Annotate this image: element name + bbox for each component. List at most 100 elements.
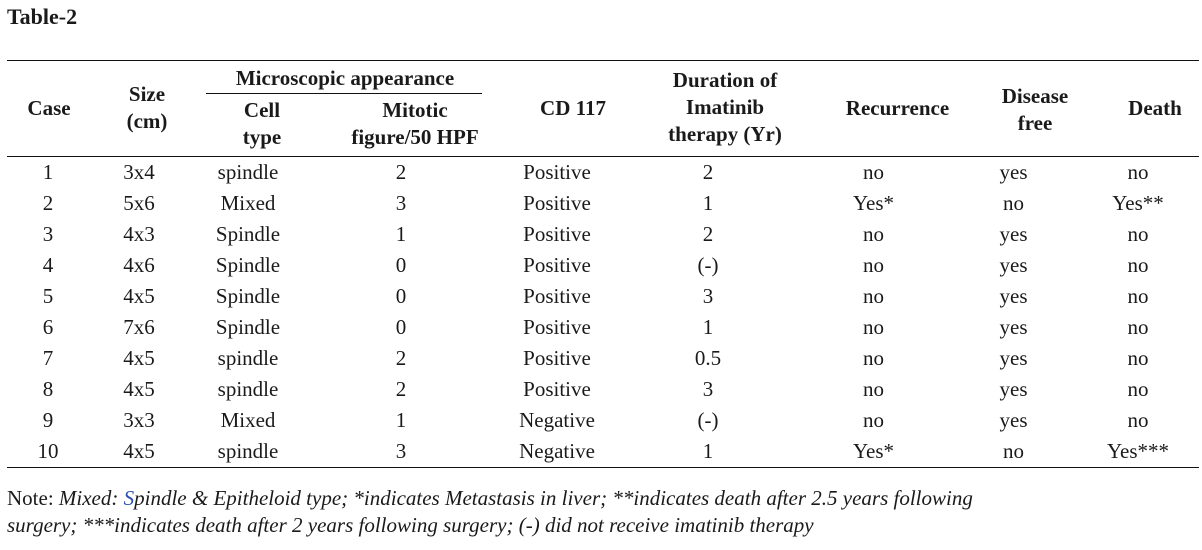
header-cell-type: Cell type (242, 98, 282, 149)
cell-death: no (1127, 160, 1149, 184)
cell-imatinib-duration: 2 (702, 222, 714, 246)
cell-cell-type: Spindle (215, 253, 281, 277)
cell-recurrence: no (863, 160, 884, 184)
table-row: 1 3x4 spindle 2 Positive 2 no yes no (7, 157, 1199, 188)
cell-disease-free: yes (999, 346, 1028, 370)
cell-disease-free: yes (999, 377, 1028, 401)
cell-cell-type: Mixed (220, 408, 276, 432)
table-row: 10 4x5 spindle 3 Negative 1 Yes* no Yes*** (7, 436, 1199, 467)
cell-size: 3x4 (123, 160, 155, 184)
cell-death: Yes*** (1106, 439, 1170, 463)
cell-cd117: Positive (523, 253, 591, 277)
header-cd117: CD 117 (540, 96, 606, 120)
data-table: 1 3x4 spindle 2 Positive 2 no yes no 2 5x6 Mixed 3 Po… (7, 157, 1199, 467)
cell-mitotic-figure: 2 (395, 377, 407, 401)
header-rule (7, 156, 1199, 157)
group-underline (206, 93, 482, 94)
header-size: Size (cm) (126, 82, 168, 133)
header-mitotic: Mitotic figure/50 HPF (351, 98, 479, 149)
cell-mitotic-figure: 2 (395, 160, 407, 184)
cell-case: 5 (42, 284, 54, 308)
cell-imatinib-duration: 2 (702, 160, 714, 184)
cell-disease-free: no (1003, 439, 1024, 463)
cell-size: 4x3 (123, 222, 155, 246)
cell-death: no (1127, 315, 1149, 339)
cell-cd117: Negative (519, 439, 595, 463)
cell-case: 1 (42, 160, 54, 184)
cell-case: 8 (42, 377, 54, 401)
table-row: 9 3x3 Mixed 1 Negative (-) no yes no (7, 405, 1199, 436)
cell-case: 4 (42, 253, 54, 277)
table-title: Table-2 (7, 4, 78, 29)
table-note: Note: Mixed: Spindle & Epitheloid type; … (7, 486, 973, 537)
cell-recurrence: Yes* (852, 439, 895, 463)
table-row: 8 4x5 spindle 2 Positive 3 no yes no (7, 374, 1199, 405)
cell-mitotic-figure: 0 (395, 315, 407, 339)
cell-mitotic-figure: 2 (395, 346, 407, 370)
cell-size: 5x6 (123, 191, 155, 215)
cell-cd117: Positive (523, 346, 591, 370)
cell-size: 4x5 (123, 377, 155, 401)
cell-size: 4x5 (123, 346, 155, 370)
cell-imatinib-duration: 1 (702, 439, 714, 463)
cell-case: 3 (42, 222, 54, 246)
cell-recurrence: no (863, 315, 884, 339)
cell-cd117: Negative (519, 408, 595, 432)
cell-cell-type: Spindle (215, 315, 281, 339)
cell-case: 9 (42, 408, 54, 432)
cell-recurrence: no (863, 284, 884, 308)
cell-recurrence: no (863, 408, 884, 432)
table-row: 2 5x6 Mixed 3 Positive 1 Yes* no Yes** (7, 188, 1199, 219)
cell-case: 6 (42, 315, 54, 339)
cell-mitotic-figure: 0 (395, 253, 407, 277)
cell-imatinib-duration: 1 (702, 191, 714, 215)
cell-size: 4x6 (123, 253, 155, 277)
cell-mitotic-figure: 3 (395, 191, 407, 215)
cell-size: 3x3 (123, 408, 155, 432)
cell-imatinib-duration: (-) (697, 408, 719, 432)
cell-disease-free: yes (999, 408, 1028, 432)
cell-cell-type: spindle (217, 439, 279, 463)
bottom-rule (7, 467, 1199, 468)
cell-recurrence: no (863, 253, 884, 277)
table-row: 7 4x5 spindle 2 Positive 0.5 no yes no (7, 343, 1199, 374)
table-row: 4 4x6 Spindle 0 Positive (-) no yes no (7, 250, 1199, 281)
cell-recurrence: no (863, 346, 884, 370)
cell-cd117: Positive (523, 284, 591, 308)
table-row: 5 4x5 Spindle 0 Positive 3 no yes no (7, 281, 1199, 312)
cell-death: no (1127, 346, 1149, 370)
cell-imatinib-duration: 3 (702, 377, 714, 401)
table-row: 3 4x3 Spindle 1 Positive 2 no yes no (7, 219, 1199, 250)
cell-imatinib-duration: 0.5 (694, 346, 722, 370)
cell-recurrence: no (863, 222, 884, 246)
cell-mitotic-figure: 1 (395, 222, 407, 246)
cell-cd117: Positive (523, 191, 591, 215)
cell-cd117: Positive (523, 315, 591, 339)
cell-mitotic-figure: 0 (395, 284, 407, 308)
cell-disease-free: yes (999, 315, 1028, 339)
cell-mitotic-figure: 3 (395, 439, 407, 463)
cell-size: 7x6 (123, 315, 155, 339)
cell-imatinib-duration: 3 (702, 284, 714, 308)
cell-death: no (1127, 377, 1149, 401)
cell-mitotic-figure: 1 (395, 408, 407, 432)
cell-cd117: Positive (523, 377, 591, 401)
cell-disease-free: yes (999, 253, 1028, 277)
cell-disease-free: yes (999, 284, 1028, 308)
cell-cd117: Positive (523, 222, 591, 246)
cell-cell-type: spindle (217, 377, 279, 401)
header-case: Case (27, 96, 71, 120)
cell-cell-type: Spindle (215, 284, 281, 308)
cell-case: 2 (42, 191, 54, 215)
cell-death: no (1127, 253, 1149, 277)
header-recurrence: Recurrence (845, 96, 950, 120)
cell-death: no (1127, 408, 1149, 432)
cell-cell-type: Spindle (215, 222, 281, 246)
cell-size: 4x5 (123, 439, 155, 463)
cell-cell-type: spindle (217, 346, 279, 370)
cell-case: 7 (42, 346, 54, 370)
header-death: Death (1128, 96, 1182, 120)
cell-recurrence: Yes* (852, 191, 895, 215)
cell-cell-type: spindle (217, 160, 279, 184)
cell-disease-free: no (1003, 191, 1024, 215)
